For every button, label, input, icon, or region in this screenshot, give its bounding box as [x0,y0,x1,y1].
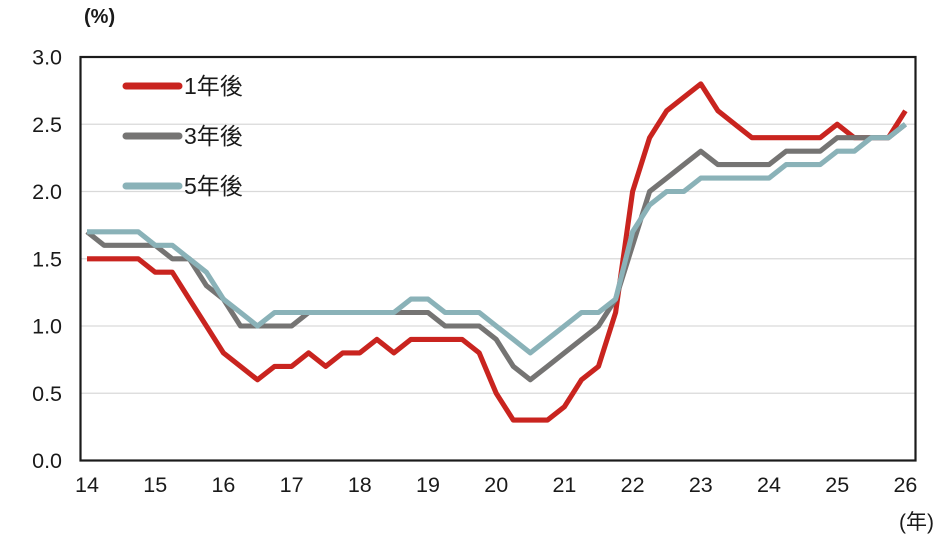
x-axis-tick-label: 22 [621,473,645,497]
x-axis-tick-label: 25 [825,473,849,497]
legend-label-0: 1年後 [184,73,243,99]
y-axis-tick-label: 2.0 [32,180,62,204]
series-line-0 [87,81,908,423]
plot-border [79,55,917,462]
y-axis-tick-label: 0.0 [32,449,62,473]
x-axis-unit-label: (年) [899,511,934,534]
x-axis-tick-label: 16 [211,473,235,497]
y-axis-tick-label: 1.5 [32,247,62,271]
x-axis-tick-label: 17 [280,473,304,497]
y-axis-tick-label: 1.0 [32,315,62,339]
x-axis-tick-label: 23 [689,473,713,497]
x-axis-tick-label: 26 [893,473,917,497]
series-line-2 [87,122,907,356]
x-axis-tick-label: 21 [552,473,576,497]
y-axis-tick-label: 3.0 [32,46,62,70]
y-axis-tick-label: 0.5 [32,382,62,406]
x-axis-tick-label: 20 [484,473,508,497]
x-axis-tick-label: 14 [75,473,99,497]
legend-label-1: 3年後 [184,123,243,149]
legend-label-2: 5年後 [184,173,243,199]
x-axis-tick-label: 24 [757,473,781,497]
y-axis-unit-label: (%) [84,6,115,28]
x-axis-tick-label: 18 [348,473,372,497]
x-axis-tick-label: 19 [416,473,440,497]
x-axis-tick-label: 15 [143,473,167,497]
y-axis-tick-label: 2.5 [32,113,62,137]
